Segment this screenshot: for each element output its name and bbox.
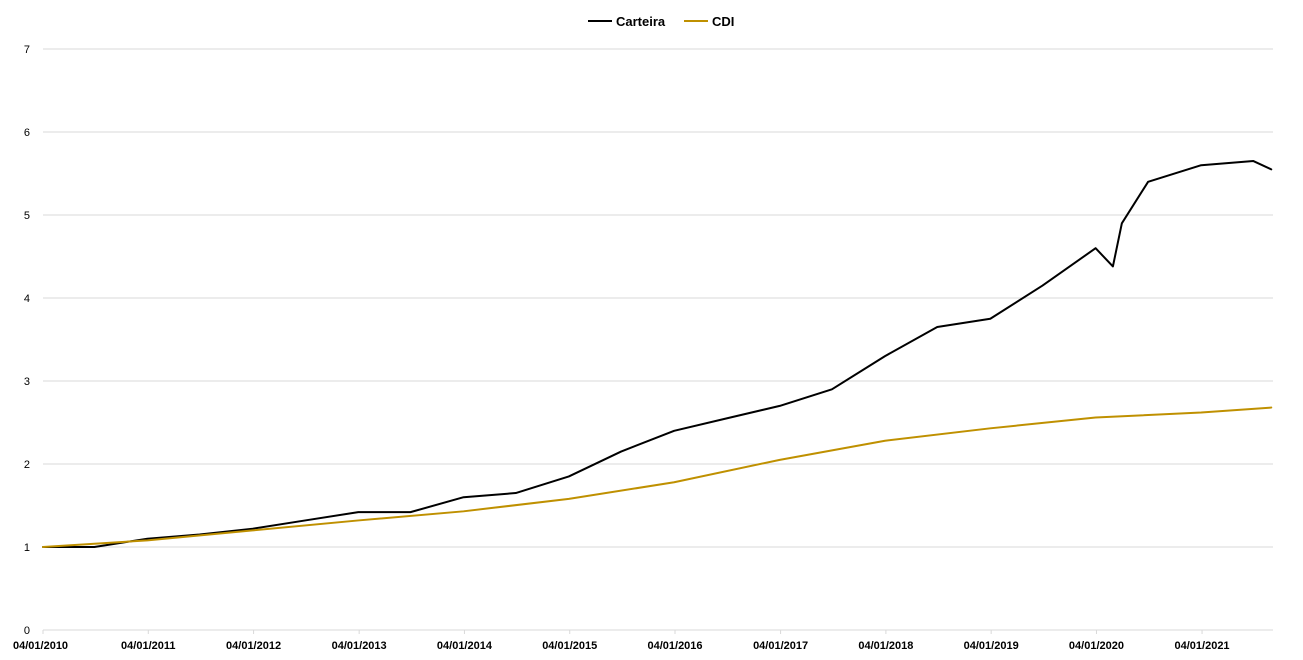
x-tick-label: 04/01/2014 <box>437 640 493 652</box>
x-tick-label: 04/01/2019 <box>964 640 1019 652</box>
y-axis: 0 1 2 3 4 5 6 7 <box>24 44 30 637</box>
x-tick-label: 04/01/2012 <box>226 640 281 652</box>
y-tick-label: 5 <box>24 210 30 222</box>
y-tick-label: 7 <box>24 44 30 56</box>
y-tick-label: 2 <box>24 459 30 471</box>
x-tick-label: 04/01/2018 <box>858 640 913 652</box>
legend: Carteira CDI <box>588 14 734 29</box>
series-line-cdi <box>42 406 1273 548</box>
y-tick-label: 6 <box>24 127 30 139</box>
series-lines <box>42 160 1273 548</box>
x-axis: 04/01/2010 04/01/2011 04/01/2012 04/01/2013… <box>13 630 1230 652</box>
legend-label-cdi: CDI <box>712 14 734 29</box>
y-tick-label: 0 <box>24 625 30 637</box>
y-tick-label: 3 <box>24 376 30 388</box>
x-tick-label: 04/01/2021 <box>1175 640 1230 652</box>
series-line-carteira <box>42 160 1273 548</box>
x-tick-label: 04/01/2010 <box>13 640 68 652</box>
x-tick-label: 04/01/2016 <box>647 640 702 652</box>
gridlines <box>43 48 1273 631</box>
x-tick-label: 04/01/2017 <box>753 640 808 652</box>
x-tick-label: 04/01/2015 <box>542 640 597 652</box>
y-tick-label: 1 <box>24 542 30 554</box>
legend-label-carteira: Carteira <box>616 14 666 29</box>
y-tick-label: 4 <box>24 293 30 305</box>
x-tick-label: 04/01/2020 <box>1069 640 1124 652</box>
x-tick-label: 04/01/2013 <box>332 640 387 652</box>
x-tick-label: 04/01/2011 <box>121 640 175 652</box>
